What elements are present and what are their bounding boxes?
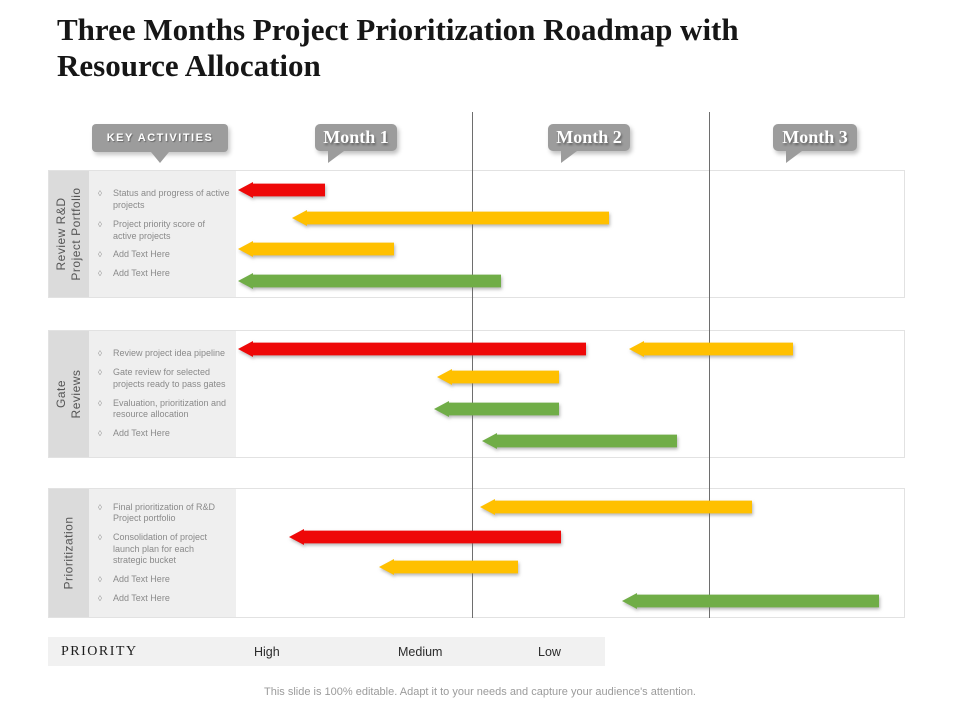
low-priority-bar (482, 433, 677, 449)
month-1-label: Month 1 (323, 127, 389, 147)
activity-text: Review project idea pipeline (112, 348, 226, 359)
high-priority-bar (289, 529, 561, 545)
activity-text: Evaluation, prioritization and resource … (112, 397, 227, 420)
medium-priority-bar (238, 241, 394, 257)
activity-list: ◊ Final prioritization of R&D Project por… (98, 502, 230, 605)
activity-text: Status and progress of active projects (112, 188, 230, 211)
diamond-bullet-icon: ◊ (98, 593, 102, 603)
diamond-bullet-icon: ◊ (98, 398, 102, 408)
medium-priority-bar (480, 499, 752, 515)
section-label: Gate Reviews (54, 369, 83, 419)
medium-priority-bar (292, 210, 609, 226)
activity-item: ◊ Final prioritization of R&D Project por… (98, 502, 230, 525)
diamond-bullet-icon: ◊ (98, 219, 102, 229)
activity-item: ◊ Add Text Here (98, 593, 230, 605)
activity-text: Gate review for selected projects ready … (112, 367, 226, 389)
activity-item: ◊ Gate review for selected projects ready… (98, 367, 230, 390)
month-2-header: Month 2 (548, 124, 630, 163)
activity-panel: ◊ Status and progress of active projects ◊… (89, 171, 236, 297)
activity-text: Consolidation of project launch plan for… (112, 531, 208, 566)
activity-text: Final prioritization of R&D Project port… (112, 501, 215, 524)
activity-item: ◊ Project priority score of active projec… (98, 219, 230, 242)
activity-panel: ◊ Final prioritization of R&D Project por… (89, 489, 236, 617)
low-priority-bar (622, 593, 879, 609)
activity-item: ◊ Add Text Here (98, 574, 230, 586)
low-priority-bar (238, 273, 501, 289)
activity-item: ◊ Add Text Here (98, 268, 230, 280)
high-priority-bar (238, 182, 325, 198)
activity-list: ◊ Status and progress of active projects ◊… (98, 188, 230, 279)
diamond-bullet-icon: ◊ (98, 428, 102, 438)
legend: PRIORITY High Medium Low (48, 637, 605, 666)
high-priority-arrow-icon (191, 647, 241, 657)
section-review-rd-portfolio: Review R&D Project Portfolio ◊ Status and… (48, 170, 905, 298)
legend-item-high: High (191, 637, 280, 666)
diamond-bullet-icon: ◊ (98, 532, 102, 542)
section-label-strip: Review R&D Project Portfolio (49, 171, 89, 297)
activity-text: Add Text Here (112, 592, 170, 603)
activity-list: ◊ Review project idea pipeline ◊ Gate revie… (98, 348, 230, 439)
medium-priority-bar (629, 341, 793, 357)
section-prioritization: Prioritization ◊ Final prioritization of … (48, 488, 905, 618)
activity-text: Add Text Here (112, 267, 170, 278)
medium-priority-arrow-icon (335, 647, 385, 657)
diamond-bullet-icon: ◊ (98, 502, 102, 512)
section-label: Review R&D Project Portfolio (54, 187, 83, 281)
diamond-bullet-icon: ◊ (98, 189, 102, 199)
page-title: Three Months Project Prioritization Road… (57, 12, 739, 83)
legend-label-medium: Medium (398, 644, 443, 659)
legend-title: PRIORITY (61, 643, 138, 659)
month-divider-line-2 (709, 112, 710, 618)
section-gate-reviews: Gate Reviews ◊ Review project idea pipeli… (48, 330, 905, 458)
month-3-label: Month 3 (782, 127, 848, 147)
activity-text: Add Text Here (112, 427, 170, 438)
low-priority-arrow-icon (475, 647, 525, 657)
activity-item: ◊ Status and progress of active projects (98, 188, 230, 211)
legend-item-low: Low (475, 637, 561, 666)
month-2-label: Month 2 (556, 127, 622, 147)
footer-note: This slide is 100% editable. Adapt it to… (264, 686, 696, 698)
month-divider-line-1 (472, 112, 473, 618)
key-activities-header: KEY ACTIVITIES (92, 124, 228, 152)
activity-text: Project priority score of active project… (112, 218, 205, 241)
medium-priority-bar (437, 369, 559, 385)
activity-item: ◊ Consolidation of project launch plan fo… (98, 532, 230, 567)
low-priority-bar (434, 401, 559, 417)
diamond-bullet-icon: ◊ (98, 349, 102, 359)
legend-label-low: Low (538, 644, 561, 659)
key-activities-label: KEY ACTIVITIES (106, 132, 214, 144)
legend-label-high: High (254, 644, 280, 659)
activity-text: Add Text Here (112, 249, 170, 260)
medium-priority-bar (379, 559, 518, 575)
high-priority-bar (238, 341, 586, 357)
month-1-header: Month 1 (315, 124, 397, 163)
activity-text: Add Text Here (112, 574, 170, 585)
activity-item: ◊ Evaluation, prioritization and resource… (98, 398, 230, 421)
legend-item-medium: Medium (335, 637, 442, 666)
activity-item: ◊ Add Text Here (98, 428, 230, 440)
activity-panel: ◊ Review project idea pipeline ◊ Gate revie… (89, 331, 236, 457)
section-label-strip: Prioritization (49, 489, 89, 617)
diamond-bullet-icon: ◊ (98, 368, 102, 378)
month-3-header: Month 3 (773, 124, 857, 163)
diamond-bullet-icon: ◊ (98, 575, 102, 585)
activity-item: ◊ Review project idea pipeline (98, 348, 230, 360)
diamond-bullet-icon: ◊ (98, 268, 102, 278)
activity-item: ◊ Add Text Here (98, 249, 230, 261)
diamond-bullet-icon: ◊ (98, 250, 102, 260)
section-label-strip: Gate Reviews (49, 331, 89, 457)
section-label: Prioritization (61, 516, 76, 590)
